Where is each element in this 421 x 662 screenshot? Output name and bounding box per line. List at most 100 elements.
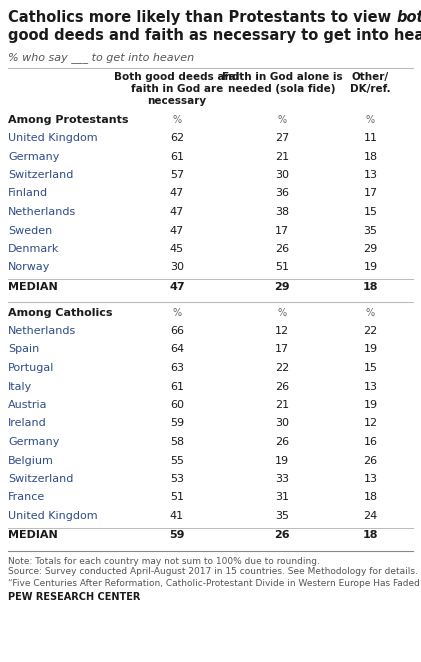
Text: Among Catholics: Among Catholics (8, 308, 112, 318)
Text: 38: 38 (275, 207, 289, 217)
Text: 47: 47 (170, 207, 184, 217)
Text: 26: 26 (275, 381, 289, 391)
Text: Germany: Germany (8, 152, 59, 162)
Text: 15: 15 (363, 363, 378, 373)
Text: Other/
DK/ref.: Other/ DK/ref. (350, 72, 391, 94)
Text: 24: 24 (363, 511, 378, 521)
Text: France: France (8, 493, 45, 502)
Text: Germany: Germany (8, 437, 59, 447)
Text: Both good deeds and
faith in God are
necessary: Both good deeds and faith in God are nec… (114, 72, 240, 106)
Text: 45: 45 (170, 244, 184, 254)
Text: 18: 18 (363, 493, 378, 502)
Text: Belgium: Belgium (8, 455, 54, 465)
Text: 19: 19 (363, 263, 378, 273)
Text: Austria: Austria (8, 400, 48, 410)
Text: 13: 13 (363, 170, 378, 180)
Text: Switzerland: Switzerland (8, 474, 73, 484)
Text: 17: 17 (275, 344, 289, 354)
Text: 19: 19 (275, 455, 289, 465)
Text: 66: 66 (170, 326, 184, 336)
Text: 30: 30 (275, 418, 289, 428)
Text: Note: Totals for each country may not sum to 100% due to rounding.: Note: Totals for each country may not su… (8, 557, 320, 565)
Text: 19: 19 (363, 400, 378, 410)
Text: Among Protestants: Among Protestants (8, 115, 128, 125)
Text: Netherlands: Netherlands (8, 207, 76, 217)
Text: Spain: Spain (8, 344, 39, 354)
Text: Portugal: Portugal (8, 363, 54, 373)
Text: %: % (172, 308, 181, 318)
Text: 33: 33 (275, 474, 289, 484)
Text: 26: 26 (363, 455, 378, 465)
Text: 26: 26 (275, 244, 289, 254)
Text: 21: 21 (275, 152, 289, 162)
Text: 13: 13 (363, 381, 378, 391)
Text: Source: Survey conducted April-August 2017 in 15 countries. See Methodology for : Source: Survey conducted April-August 20… (8, 567, 418, 577)
Text: 12: 12 (275, 326, 289, 336)
Text: 26: 26 (274, 530, 290, 540)
Text: 15: 15 (363, 207, 378, 217)
Text: 17: 17 (275, 226, 289, 236)
Text: % who say ___ to get into heaven: % who say ___ to get into heaven (8, 52, 194, 63)
Text: 16: 16 (363, 437, 378, 447)
Text: 51: 51 (275, 263, 289, 273)
Text: Faith in God alone is
needed (sola fide): Faith in God alone is needed (sola fide) (222, 72, 342, 94)
Text: 36: 36 (275, 189, 289, 199)
Text: good deeds and faith as necessary to get into heaven: good deeds and faith as necessary to get… (8, 28, 421, 43)
Text: 61: 61 (170, 381, 184, 391)
Text: “Five Centuries After Reformation, Catholic-Protestant Divide in Western Europe : “Five Centuries After Reformation, Catho… (8, 579, 421, 587)
Text: 35: 35 (363, 226, 378, 236)
Text: 22: 22 (363, 326, 378, 336)
Text: MEDIAN: MEDIAN (8, 282, 58, 292)
Text: both: both (396, 10, 421, 25)
Text: %: % (366, 115, 375, 125)
Text: Norway: Norway (8, 263, 51, 273)
Text: 47: 47 (169, 282, 185, 292)
Text: 51: 51 (170, 493, 184, 502)
Text: 35: 35 (275, 511, 289, 521)
Text: 18: 18 (363, 152, 378, 162)
Text: Switzerland: Switzerland (8, 170, 73, 180)
Text: 22: 22 (275, 363, 289, 373)
Text: 55: 55 (170, 455, 184, 465)
Text: 59: 59 (169, 530, 184, 540)
Text: %: % (277, 308, 287, 318)
Text: 19: 19 (363, 344, 378, 354)
Text: 63: 63 (170, 363, 184, 373)
Text: %: % (277, 115, 287, 125)
Text: 47: 47 (170, 226, 184, 236)
Text: 62: 62 (170, 133, 184, 143)
Text: 41: 41 (170, 511, 184, 521)
Text: 31: 31 (275, 493, 289, 502)
Text: 60: 60 (170, 400, 184, 410)
Text: United Kingdom: United Kingdom (8, 133, 98, 143)
Text: 30: 30 (170, 263, 184, 273)
Text: 27: 27 (275, 133, 289, 143)
Text: 18: 18 (363, 530, 378, 540)
Text: 57: 57 (170, 170, 184, 180)
Text: 61: 61 (170, 152, 184, 162)
Text: 47: 47 (170, 189, 184, 199)
Text: 29: 29 (363, 244, 378, 254)
Text: Finland: Finland (8, 189, 48, 199)
Text: 59: 59 (170, 418, 184, 428)
Text: Ireland: Ireland (8, 418, 47, 428)
Text: Netherlands: Netherlands (8, 326, 76, 336)
Text: 13: 13 (363, 474, 378, 484)
Text: %: % (366, 308, 375, 318)
Text: Denmark: Denmark (8, 244, 59, 254)
Text: 64: 64 (170, 344, 184, 354)
Text: Catholics more likely than Protestants to view: Catholics more likely than Protestants t… (8, 10, 396, 25)
Text: MEDIAN: MEDIAN (8, 530, 58, 540)
Text: 29: 29 (274, 282, 290, 292)
Text: %: % (172, 115, 181, 125)
Text: United Kingdom: United Kingdom (8, 511, 98, 521)
Text: 30: 30 (275, 170, 289, 180)
Text: 18: 18 (363, 282, 378, 292)
Text: PEW RESEARCH CENTER: PEW RESEARCH CENTER (8, 592, 140, 602)
Text: Sweden: Sweden (8, 226, 52, 236)
Text: 17: 17 (363, 189, 378, 199)
Text: 12: 12 (363, 418, 378, 428)
Text: 21: 21 (275, 400, 289, 410)
Text: 58: 58 (170, 437, 184, 447)
Text: 11: 11 (363, 133, 378, 143)
